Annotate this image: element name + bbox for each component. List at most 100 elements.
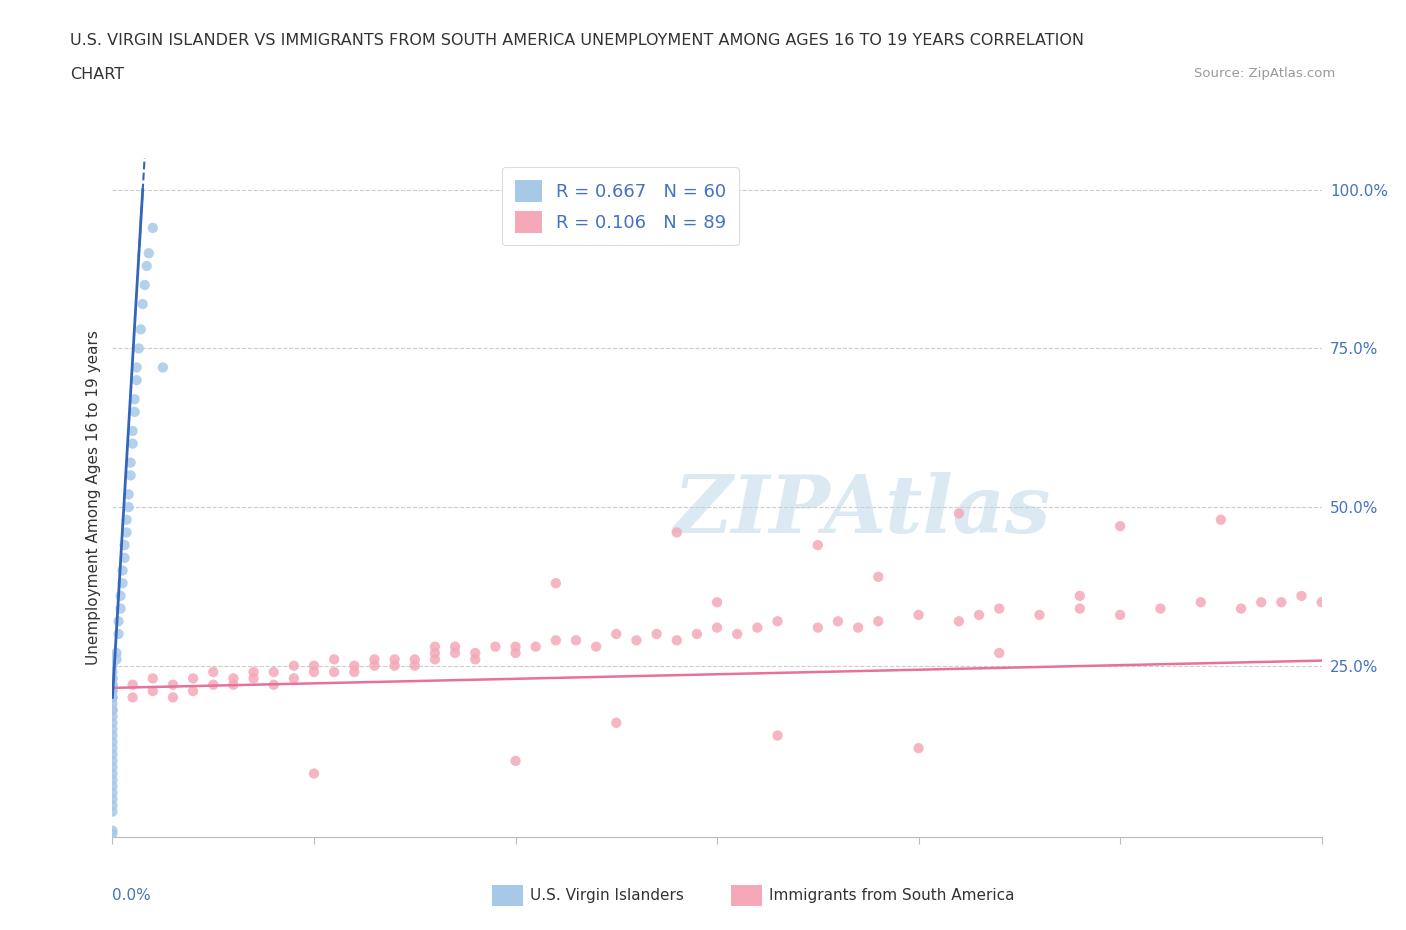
Point (423, 645, 446, 660)
Point (263, 677, 285, 692)
Point (868, 569, 890, 584)
Point (363, 658, 385, 673)
Point (101, 690, 124, 705)
Point (846, 620, 869, 635)
Point (114, 551, 136, 565)
Point (807, 538, 830, 552)
Point (505, 639, 527, 654)
Point (988, 601, 1011, 616)
Point (117, 499, 139, 514)
Text: CHART: CHART (70, 67, 124, 82)
Point (101, 753, 124, 768)
Point (202, 665, 225, 680)
Point (988, 645, 1011, 660)
Point (101, 690, 124, 705)
Point (263, 665, 285, 680)
Point (706, 620, 728, 635)
Point (585, 639, 607, 654)
Point (1069, 601, 1091, 616)
Point (302, 665, 325, 680)
Point (110, 589, 132, 604)
Point (120, 468, 142, 483)
Point (948, 614, 970, 629)
Point (101, 715, 124, 730)
Point (423, 639, 446, 654)
Point (544, 576, 567, 591)
Point (645, 627, 668, 642)
Point (101, 728, 124, 743)
Point (101, 735, 124, 750)
Point (107, 627, 129, 642)
Point (121, 436, 143, 451)
Point (117, 487, 139, 502)
Point (302, 766, 325, 781)
Point (1310, 595, 1333, 610)
Point (283, 658, 305, 673)
Point (444, 645, 467, 660)
Point (101, 703, 124, 718)
Point (384, 652, 406, 667)
Text: 0.0%: 0.0% (112, 888, 152, 903)
Point (665, 633, 688, 648)
Point (1028, 607, 1050, 622)
Point (125, 360, 148, 375)
Point (101, 697, 124, 711)
Point (181, 684, 204, 698)
Point (1109, 607, 1132, 622)
Point (124, 392, 146, 406)
Point (101, 823, 124, 838)
Text: ZIPAtlas: ZIPAtlas (673, 472, 1050, 550)
Point (125, 373, 148, 388)
Point (605, 715, 627, 730)
Point (343, 658, 366, 673)
Point (464, 652, 486, 667)
Point (110, 601, 132, 616)
Point (105, 652, 128, 667)
Point (1270, 595, 1292, 610)
Point (128, 341, 150, 356)
Point (138, 246, 160, 260)
Point (107, 614, 129, 629)
Point (134, 277, 156, 292)
Point (444, 639, 467, 654)
Point (101, 747, 124, 762)
Point (1291, 589, 1313, 604)
Point (162, 690, 184, 705)
Point (725, 627, 748, 642)
Point (121, 677, 143, 692)
Point (101, 798, 124, 813)
Point (1209, 512, 1232, 527)
Text: Source: ZipAtlas.com: Source: ZipAtlas.com (1195, 67, 1336, 80)
Point (544, 633, 567, 648)
Point (1250, 595, 1272, 610)
Point (1069, 589, 1091, 604)
Point (142, 671, 165, 685)
Point (101, 677, 124, 692)
Point (1109, 519, 1132, 534)
Point (132, 297, 155, 312)
Legend: R = 0.667   N = 60, R = 0.106   N = 89: R = 0.667 N = 60, R = 0.106 N = 89 (502, 167, 738, 246)
Point (202, 677, 225, 692)
Point (114, 538, 136, 552)
Point (363, 652, 385, 667)
Point (101, 677, 124, 692)
Point (948, 506, 970, 521)
Point (565, 633, 588, 648)
Point (524, 639, 547, 654)
Text: Immigrants from South America: Immigrants from South America (769, 888, 1015, 903)
Point (484, 639, 506, 654)
Point (124, 405, 146, 419)
Point (343, 665, 366, 680)
Point (222, 671, 245, 685)
Point (384, 658, 406, 673)
Point (967, 607, 990, 622)
Point (242, 665, 264, 680)
Point (907, 607, 929, 622)
Point (101, 665, 124, 680)
Point (1149, 601, 1171, 616)
Point (686, 627, 709, 642)
Text: U.S. VIRGIN ISLANDER VS IMMIGRANTS FROM SOUTH AMERICA UNEMPLOYMENT AMONG AGES 16: U.S. VIRGIN ISLANDER VS IMMIGRANTS FROM … (70, 33, 1084, 47)
Text: U.S. Virgin Islanders: U.S. Virgin Islanders (530, 888, 683, 903)
Point (142, 220, 165, 235)
Point (101, 740, 124, 755)
